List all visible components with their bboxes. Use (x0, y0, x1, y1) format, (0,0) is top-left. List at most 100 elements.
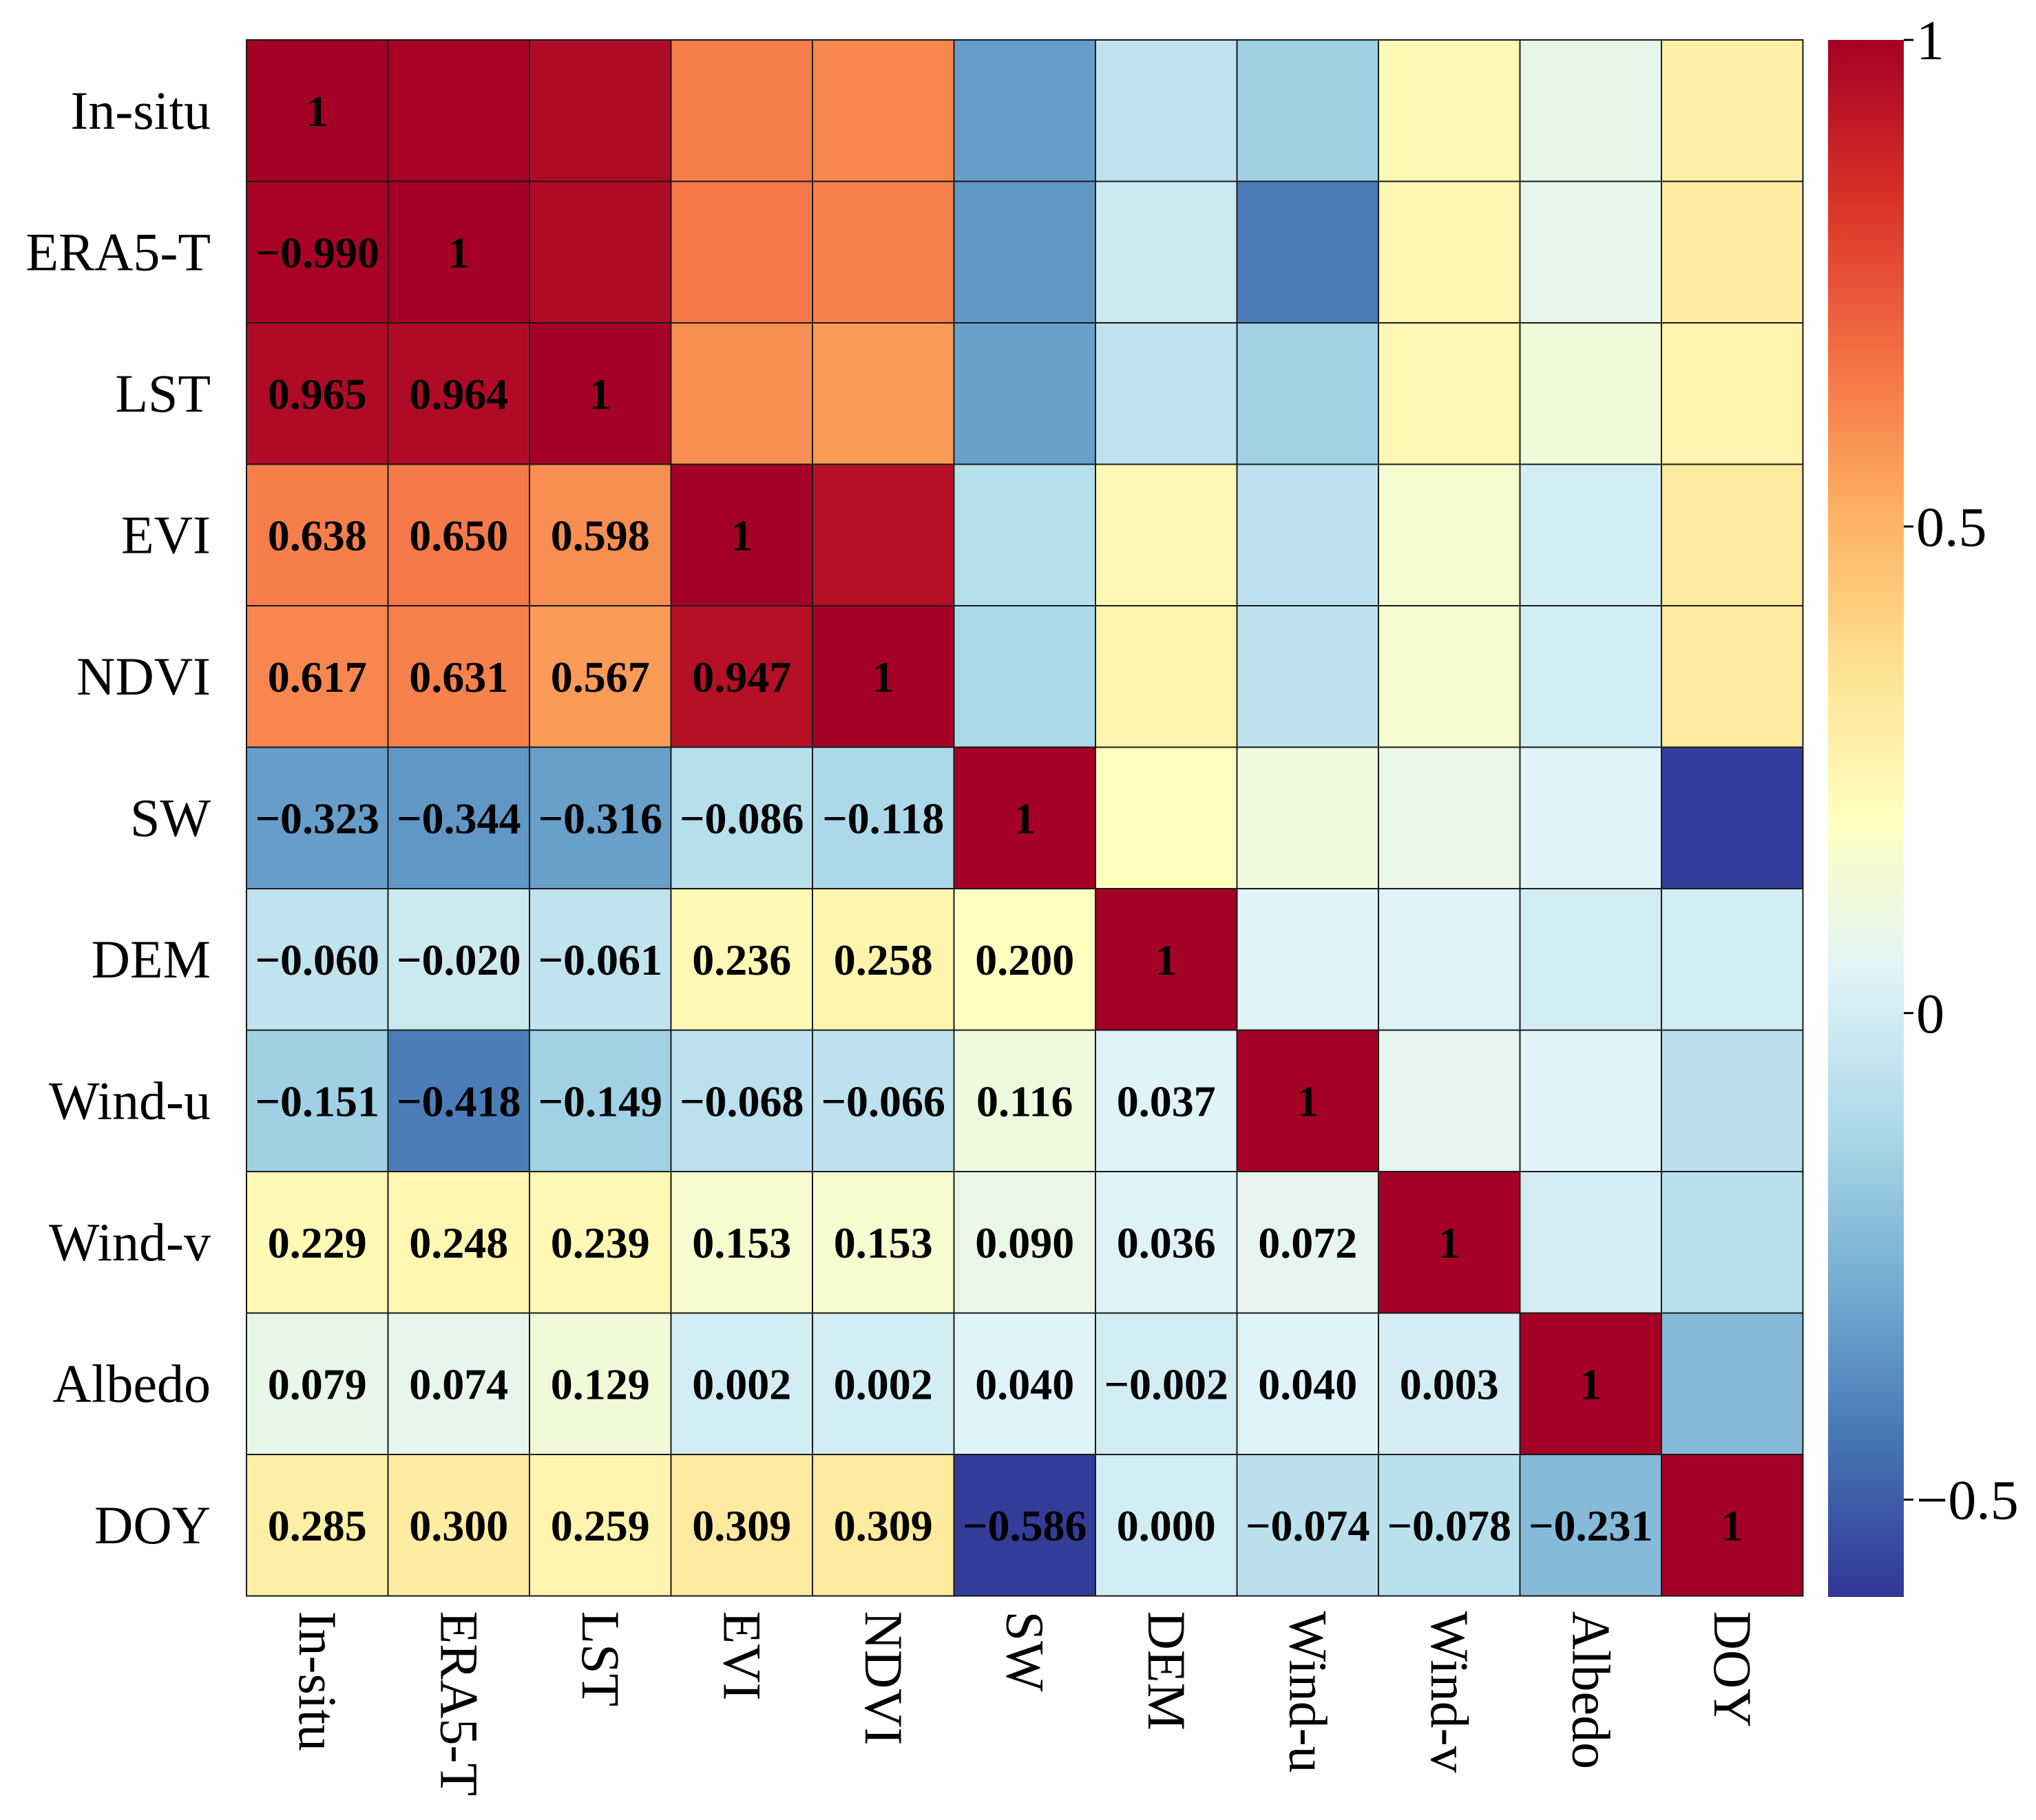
row-label: EVI (121, 505, 211, 564)
heatmap-cell (953, 39, 1096, 182)
cell-value: 1 (589, 370, 611, 419)
cell-value: −0.323 (255, 794, 379, 843)
cell-value: 0.965 (268, 370, 367, 419)
heatmap-cell (953, 322, 1096, 465)
heatmap-cell (246, 322, 389, 465)
heatmap-cell (953, 1171, 1096, 1314)
heatmap-cell (529, 605, 672, 748)
heatmap-cell (387, 1029, 530, 1172)
cell-value: 1 (448, 228, 470, 277)
colorbar-tick-label: 0.5 (1916, 496, 1987, 558)
row-label: DOY (94, 1495, 211, 1555)
heatmap-cell (1661, 463, 1804, 606)
heatmap-cell (1519, 1454, 1662, 1597)
heatmap-cell (812, 39, 955, 182)
cell-value: 1 (1014, 794, 1036, 843)
column-label: DEM (1137, 1611, 1197, 1731)
colorbar-gradient (1828, 40, 1904, 1597)
heatmap-cell (1095, 39, 1238, 182)
cell-value: 0.129 (551, 1359, 650, 1408)
cell-value: 0.248 (409, 1218, 508, 1267)
cell-value: −0.118 (822, 794, 944, 843)
cell-value: 0.153 (692, 1218, 791, 1267)
heatmap-cell (387, 1454, 530, 1597)
heatmap-cell (1661, 1171, 1804, 1314)
cell-value: 1 (306, 87, 328, 136)
heatmap-cell (1378, 1312, 1521, 1455)
cell-value: −0.990 (255, 228, 379, 277)
cell-value: −0.060 (255, 935, 379, 984)
heatmap-cell (1378, 322, 1521, 465)
column-label: NDVI (854, 1611, 914, 1746)
heatmap-cell (1095, 605, 1238, 748)
heatmap-cell (670, 322, 813, 465)
heatmap-cell (1236, 746, 1379, 889)
heatmap-cell (670, 746, 813, 889)
heatmap-cell (387, 888, 530, 1031)
cell-value: 1 (1297, 1077, 1319, 1125)
heatmap-cells (246, 39, 1804, 1597)
cell-value: −0.151 (255, 1077, 379, 1125)
heatmap-cell (953, 180, 1096, 324)
heatmap-cell (1661, 746, 1804, 889)
cell-value: 1 (1721, 1501, 1743, 1550)
heatmap-cell (953, 888, 1096, 1031)
heatmap-cell (529, 1454, 672, 1597)
heatmap-cell (670, 888, 813, 1031)
cell-value: 0.947 (692, 653, 791, 701)
cell-value: −0.074 (1246, 1501, 1369, 1550)
heatmap-cell (1236, 463, 1379, 606)
heatmap-cell (1236, 1312, 1379, 1455)
cell-value: 0.631 (409, 653, 508, 701)
heatmap-cell (1095, 1454, 1238, 1597)
cell-value: 0.617 (268, 653, 367, 701)
cell-value: 0.285 (268, 1501, 367, 1550)
column-label: Wind-u (1278, 1611, 1338, 1773)
cell-value: −0.078 (1387, 1501, 1511, 1550)
heatmap-cell (1519, 1171, 1662, 1314)
heatmap-cell (670, 1454, 813, 1597)
heatmap-cell (670, 39, 813, 182)
cell-value: 0.036 (1117, 1218, 1216, 1267)
heatmap-cell (1378, 463, 1521, 606)
heatmap-cell (1095, 1171, 1238, 1314)
cell-value: −0.418 (397, 1077, 521, 1125)
cell-value: −0.149 (538, 1077, 662, 1125)
cell-value: 0.002 (834, 1359, 933, 1408)
heatmap-cell (1236, 180, 1379, 324)
cell-value: −0.068 (680, 1077, 804, 1125)
column-label: LST (571, 1611, 631, 1707)
cell-value: 0.300 (409, 1501, 508, 1550)
heatmap-cell (246, 180, 389, 324)
heatmap-cell (670, 180, 813, 324)
heatmap-cell (953, 746, 1096, 889)
column-label: SW (995, 1611, 1055, 1692)
cell-value: 0.258 (834, 935, 933, 984)
heatmap-cell (1661, 180, 1804, 324)
cell-value: 0.072 (1258, 1218, 1357, 1267)
cell-value: 0.003 (1400, 1359, 1499, 1408)
heatmap-cell (812, 180, 955, 324)
column-label: ERA5-T (429, 1611, 489, 1797)
colorbar: 1 0.5 0 −0.5 (1828, 9, 2019, 1597)
heatmap-cell (1378, 1171, 1521, 1314)
heatmap-cell (246, 1171, 389, 1314)
heatmap-cell (1661, 1029, 1804, 1172)
heatmap-cell (1661, 1312, 1804, 1455)
heatmap-cell (529, 888, 672, 1031)
heatmap-cell (670, 605, 813, 748)
column-label: Wind-v (1420, 1611, 1480, 1773)
heatmap-cell (246, 888, 389, 1031)
row-label: Wind-v (49, 1212, 211, 1272)
cell-value: 0.040 (1258, 1359, 1357, 1408)
cell-value: −0.316 (538, 794, 662, 843)
heatmap-cell (387, 605, 530, 748)
column-label: DOY (1703, 1611, 1763, 1728)
heatmap-cell (812, 1454, 955, 1597)
heatmap-cell (1378, 39, 1521, 182)
heatmap-cell (246, 1029, 389, 1172)
heatmap-cell (387, 463, 530, 606)
cell-value: 1 (1155, 935, 1177, 984)
heatmap-cell (529, 39, 672, 182)
heatmap-cell (529, 1312, 672, 1455)
